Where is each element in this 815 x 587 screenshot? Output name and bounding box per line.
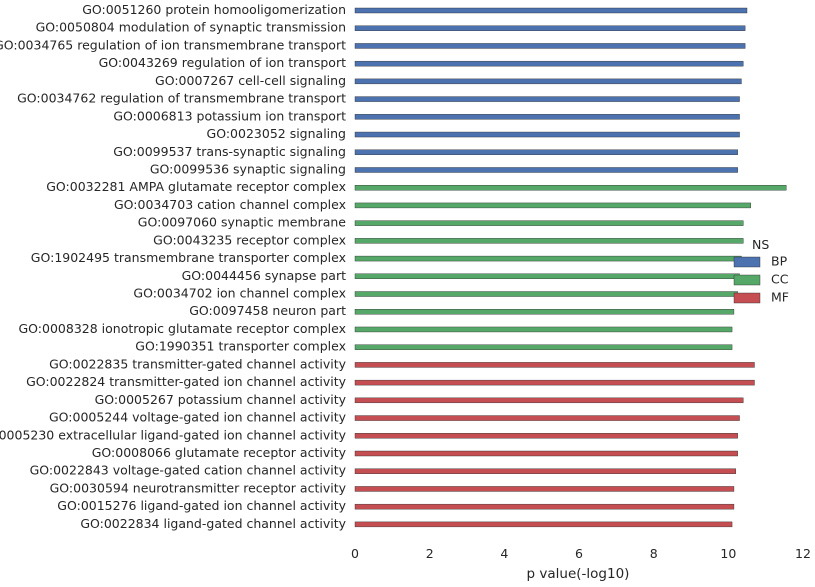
category-label: GO:1902495 transmembrane transporter com…: [31, 250, 346, 265]
bar-cc-1: [354, 202, 751, 209]
category-label: GO:0015276 ligand-gated ion channel acti…: [57, 498, 346, 513]
x-tick-label: 8: [650, 546, 658, 561]
category-label: GO:0008328 ionotropic glutamate receptor…: [19, 321, 347, 336]
legend-label-cc: CC: [771, 272, 789, 287]
x-tick-label: 10: [720, 546, 736, 561]
category-label: GO:0099536 synaptic signaling: [150, 161, 346, 176]
x-axis-ticks: 0 2 4 6 8 10 12: [351, 546, 811, 561]
bar-cc-6: [354, 291, 738, 297]
bar-cc-2: [354, 220, 744, 226]
legend-title: NS: [752, 237, 769, 252]
bar-mf-9: [354, 521, 733, 528]
bar-mf-8: [354, 503, 735, 510]
legend-label-bp: BP: [771, 254, 788, 269]
legend-swatch-bp: [733, 256, 761, 268]
category-label: GO:0043269 regulation of ion transport: [99, 55, 347, 70]
bar-cc-5: [354, 273, 740, 279]
legend: NS BP CC MF: [733, 237, 789, 305]
category-label: GO:0005244 voltage-gated ion channel act…: [49, 410, 347, 425]
category-label: GO:0050804 modulation of synaptic transm…: [36, 20, 346, 35]
category-label: GO:0051260 protein homooligomerization: [82, 2, 346, 17]
bar-cc-9: [354, 344, 733, 350]
bar-mf-5: [354, 450, 738, 457]
x-axis-title: p value(-log10): [527, 566, 630, 582]
category-label: GO:0032281 AMPA glutamate receptor compl…: [46, 179, 346, 194]
bar-mf-6: [354, 468, 736, 474]
bar-bp-1: [354, 25, 746, 31]
bar-cc-8: [354, 326, 733, 333]
bars-layer: [354, 7, 787, 528]
bar-mf-7: [354, 486, 735, 492]
bar-bp-5: [354, 96, 740, 102]
bar-cc-0: [354, 184, 787, 191]
category-label: GO:0007267 cell-cell signaling: [155, 73, 346, 88]
category-label: GO:0022834 ligand-gated channel activity: [80, 516, 346, 531]
bar-cc-4: [354, 255, 742, 262]
category-label: GO:0005230 extracellular ligand-gated io…: [0, 427, 347, 442]
category-label: GO:0030594 neurotransmitter receptor act…: [50, 480, 347, 495]
category-label: GO:0022843 voltage-gated cation channel …: [30, 463, 347, 478]
category-label: GO:0022824 transmitter-gated ion channel…: [26, 374, 347, 389]
legend-swatch-cc: [733, 274, 761, 286]
bar-bp-6: [354, 114, 740, 120]
x-tick-label: 6: [575, 546, 583, 561]
category-labels: GO:0051260 protein homooligomerization GO…: [0, 2, 347, 531]
x-tick-label: 2: [426, 546, 434, 561]
bar-mf-0: [354, 362, 755, 368]
category-label: GO:0043235 receptor complex: [153, 232, 346, 247]
category-label: GO:0034703 cation channel complex: [114, 197, 346, 212]
x-tick-label: 0: [351, 546, 359, 561]
category-label: GO:1990351 transporter complex: [135, 339, 346, 354]
bar-bp-2: [354, 43, 746, 49]
x-tick-label: 4: [500, 546, 508, 561]
bar-bp-4: [354, 78, 742, 85]
bar-mf-4: [354, 433, 738, 439]
category-label: GO:0097458 neuron part: [189, 303, 346, 318]
legend-swatch-mf: [733, 292, 761, 304]
category-label: GO:0099537 trans-synaptic signaling: [113, 144, 346, 159]
category-label: GO:0006813 potassium ion transport: [113, 108, 346, 123]
bar-bp-9: [354, 167, 738, 173]
bar-cc-3: [354, 238, 744, 244]
bar-mf-2: [354, 397, 744, 404]
x-tick-label: 12: [795, 546, 811, 561]
category-label: GO:0008066 glutamate receptor activity: [92, 445, 347, 460]
category-label: GO:0005267 potassium channel activity: [95, 392, 347, 407]
bar-bp-3: [354, 60, 744, 67]
bar-cc-7: [354, 309, 735, 315]
legend-label-mf: MF: [771, 290, 789, 305]
bar-bp-7: [354, 131, 740, 138]
category-label: GO:0034702 ion channel complex: [133, 286, 346, 301]
bar-bp-0: [354, 7, 748, 14]
category-label: GO:0044456 synapse part: [182, 268, 346, 283]
bar-bp-8: [354, 149, 738, 155]
category-label: GO:0034765 regulation of ion transmembra…: [0, 37, 346, 52]
category-label: GO:0097060 synaptic membrane: [138, 215, 347, 230]
category-label: GO:0022835 transmitter-gated channel act…: [49, 356, 346, 371]
bar-mf-3: [354, 415, 740, 421]
category-label: GO:0023052 signaling: [207, 126, 346, 141]
bar-mf-1: [354, 379, 755, 386]
category-label: GO:0034762 regulation of transmembrane t…: [17, 91, 346, 106]
